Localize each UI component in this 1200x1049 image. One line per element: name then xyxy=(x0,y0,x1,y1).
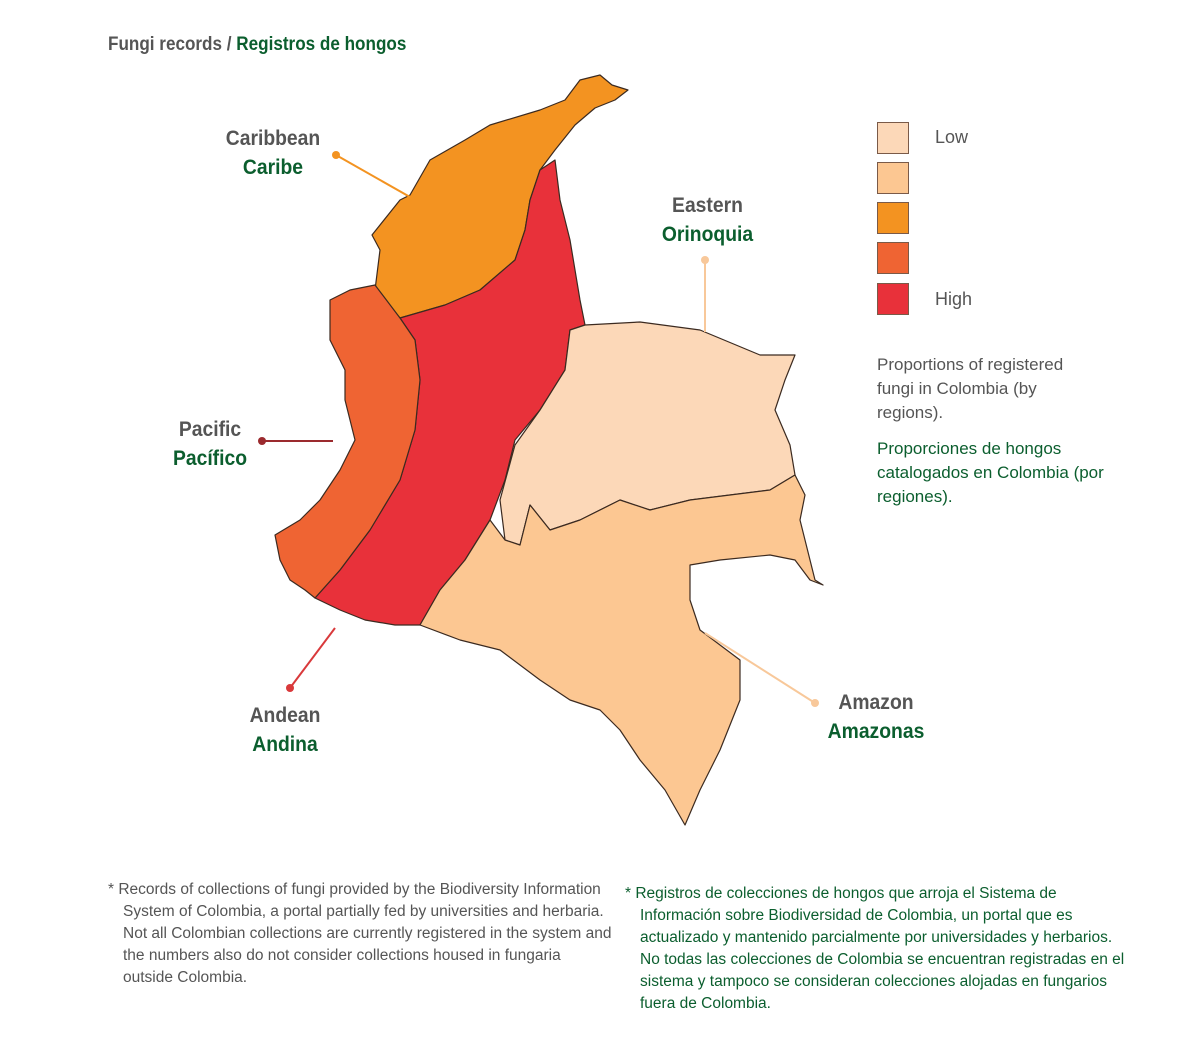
label-es: Pacífico xyxy=(172,447,248,470)
description-en: Proportions of registered fungi in Colom… xyxy=(877,355,1064,422)
description-es: Proporciones de hongos catalogados en Co… xyxy=(877,439,1104,506)
label-en: Caribbean xyxy=(225,127,321,150)
region-amazon[interactable] xyxy=(419,474,824,826)
legend-swatch-1 xyxy=(877,122,909,154)
title-separator: / xyxy=(222,34,237,55)
footnote-en: * Records of collections of fungi provid… xyxy=(108,881,612,986)
legend-high-label: High xyxy=(935,289,973,309)
footnote-es: * Registros de colecciones de hongos que… xyxy=(625,885,1125,1012)
label-en: Pacific xyxy=(178,418,242,441)
label-andean: Andean Andina xyxy=(230,701,340,759)
legend-swatch-5 xyxy=(877,283,909,315)
label-eastern: Eastern Orinoquia xyxy=(645,191,769,249)
label-pacific: Pacific Pacífico xyxy=(155,415,265,473)
title-es: Registros de hongos xyxy=(236,34,407,55)
legend-low-label: Low xyxy=(935,127,969,147)
label-es: Orinoquia xyxy=(661,223,754,246)
label-es: Amazonas xyxy=(827,720,925,743)
label-en: Andean xyxy=(249,704,321,727)
label-en: Eastern xyxy=(672,194,743,217)
label-amazon: Amazon Amazonas xyxy=(812,688,941,746)
title-en: Fungi records xyxy=(108,34,223,55)
label-es: Caribe xyxy=(242,156,304,179)
label-es: Andina xyxy=(252,733,318,756)
region-pacific[interactable] xyxy=(274,284,421,599)
label-en: Amazon xyxy=(838,691,914,714)
legend-swatch-2 xyxy=(877,162,909,194)
label-caribbean: Caribbean Caribe xyxy=(218,124,328,182)
legend-swatch-3 xyxy=(877,202,909,234)
chart-title: Fungi records / Registros de hongos xyxy=(108,34,406,56)
legend-swatch-4 xyxy=(877,242,909,274)
leader-lines xyxy=(258,151,819,707)
